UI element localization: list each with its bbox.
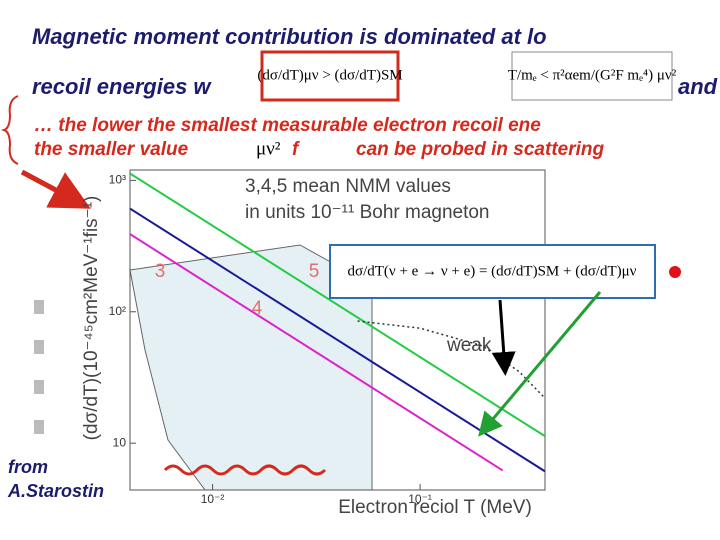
y-axis-label: (dσ/dT)(10⁻⁴⁵cm²MeV⁻¹fis⁻¹) — [81, 196, 102, 441]
annotation: 3,4,5 mean NMM values — [245, 176, 451, 197]
series-line — [130, 233, 504, 472]
formula: (dσ/dT)μν > (dσ/dT)SM — [257, 67, 402, 83]
series-line — [130, 172, 545, 438]
bullet-line: f — [292, 139, 300, 160]
annotation: 3 — [155, 261, 166, 282]
formula: μν² — [256, 138, 281, 159]
annotation: 4 — [252, 298, 263, 319]
annotation: in units 10⁻¹¹ Bohr magneton — [245, 202, 490, 223]
wavy-line — [163, 464, 327, 476]
plot-frame — [129, 169, 546, 491]
icons — [34, 300, 44, 434]
formula-box — [260, 50, 400, 102]
formula: dσ/dT(ν + e → ν + e) = (dσ/dT)SM + (dσ/d… — [348, 263, 637, 279]
title-line: and — [678, 74, 718, 99]
arrow — [491, 299, 516, 376]
arrow — [20, 169, 91, 209]
credit: from — [8, 457, 48, 477]
title-line: recoil energies w — [32, 74, 212, 99]
x-axis-label: Electron reciol T (MeV) — [338, 497, 532, 518]
formula: T/mₑ < π²αem/(G²F mₑ⁴) μν² — [508, 67, 677, 83]
annotation: weak — [446, 335, 492, 356]
x-tick-label: 10⁻² — [201, 492, 225, 506]
series-line — [130, 207, 545, 473]
brace — [0, 95, 19, 165]
series-group — [130, 172, 545, 473]
x-tick-label: 10⁻¹ — [408, 492, 432, 506]
series-line — [357, 320, 545, 399]
y-tick-label: 10³ — [109, 173, 126, 187]
annotation: 5 — [309, 261, 320, 282]
y-tick-label: 10 — [113, 435, 127, 449]
y-tick-label: 10² — [109, 304, 126, 318]
bullet-line: can be probed in scattering — [356, 139, 604, 160]
arrow — [478, 291, 602, 437]
formula-box — [329, 244, 656, 299]
title-line: Magnetic moment contribution is dominate… — [32, 24, 547, 49]
bullet-line: the smaller value — [34, 139, 189, 160]
formula-box — [511, 51, 673, 101]
credit: A.Starostin — [7, 481, 104, 501]
dot — [669, 266, 681, 278]
bullet-line: … the lower the smallest measurable elec… — [34, 115, 541, 136]
